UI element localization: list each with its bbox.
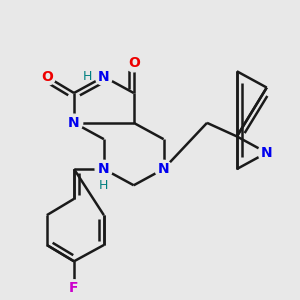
Text: H: H	[83, 70, 92, 83]
Text: F: F	[69, 281, 79, 296]
Circle shape	[38, 68, 56, 86]
Text: N: N	[261, 146, 272, 160]
Circle shape	[95, 68, 112, 86]
Circle shape	[155, 160, 172, 178]
Text: O: O	[41, 70, 53, 84]
Text: H: H	[99, 179, 109, 192]
Circle shape	[95, 160, 112, 178]
Circle shape	[125, 54, 142, 72]
Circle shape	[65, 114, 83, 131]
Text: O: O	[128, 56, 140, 70]
Text: N: N	[158, 162, 170, 176]
Circle shape	[65, 280, 83, 297]
Circle shape	[258, 144, 275, 161]
Text: N: N	[98, 70, 110, 84]
Text: N: N	[98, 162, 110, 176]
Text: N: N	[68, 116, 80, 130]
